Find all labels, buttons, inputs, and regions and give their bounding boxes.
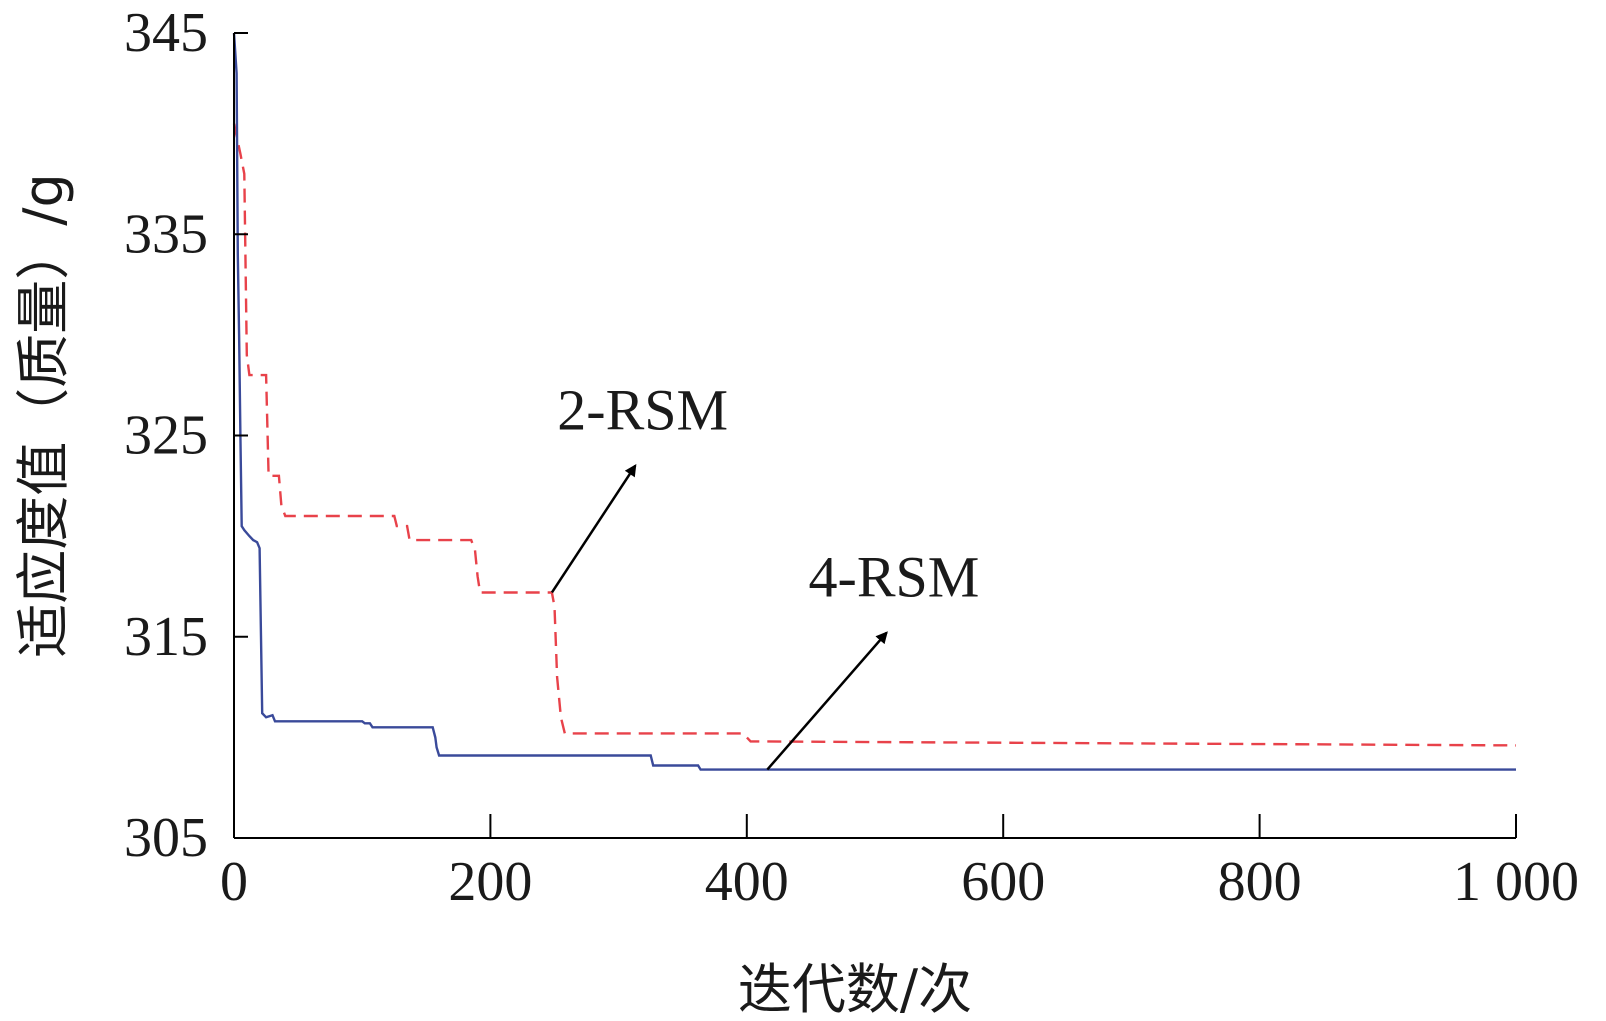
y-tick-label: 345 xyxy=(124,2,208,64)
y-tick-label: 325 xyxy=(124,405,208,467)
plot-area xyxy=(232,32,1517,771)
annotation-arrow-2 xyxy=(766,631,888,771)
y-tick-label: 315 xyxy=(124,606,208,668)
x-tick-label: 600 xyxy=(961,851,1045,913)
annotation-label-2: 4-RSM xyxy=(809,545,980,610)
x-tick-label: 800 xyxy=(1218,851,1302,913)
series-line-1 xyxy=(232,123,1517,747)
x-axis-title: 迭代数/次 xyxy=(738,958,972,1021)
y-tick-label: 305 xyxy=(124,807,208,869)
x-tick-label: 400 xyxy=(705,851,789,913)
x-tick-label: 200 xyxy=(448,851,532,913)
y-tick-label: 335 xyxy=(124,203,208,265)
x-tick-label: 1 000 xyxy=(1453,851,1579,913)
axes xyxy=(233,32,1517,839)
annotation-label-1: 2-RSM xyxy=(557,378,728,443)
series-line-2 xyxy=(232,32,1516,771)
y-axis-title: 适应度值（质量）/g xyxy=(12,173,75,657)
x-tick-label: 0 xyxy=(220,851,248,913)
annotation-arrow-1 xyxy=(550,464,637,594)
labels: 0 200 400 600 800 1 000 305 315 325 335 345 迭代数/次 适应… xyxy=(12,2,1579,1021)
